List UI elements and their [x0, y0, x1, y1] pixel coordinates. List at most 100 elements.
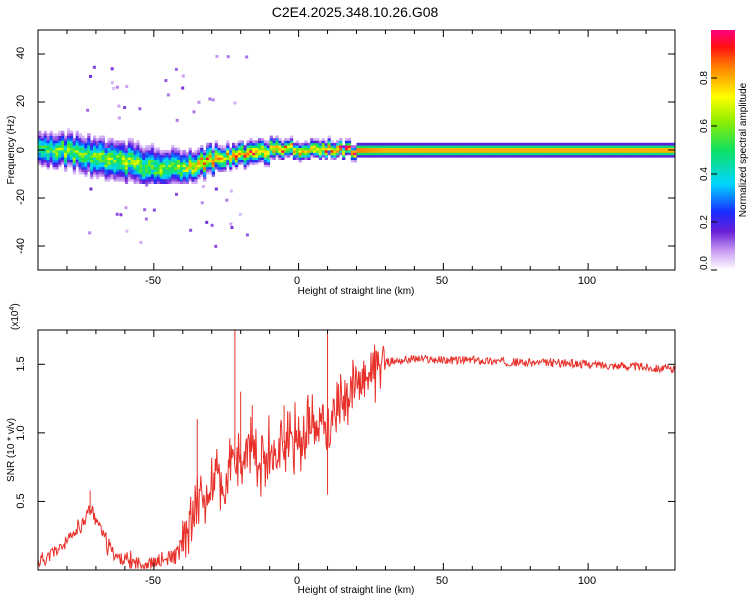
spectrogram-cell — [205, 169, 210, 172]
spectrogram-cell — [370, 142, 375, 146]
spectrogram-cell — [564, 154, 569, 158]
spectrogram-cell — [136, 178, 140, 182]
spectrogram-speckle — [125, 229, 129, 233]
spectrogram-cell — [440, 150, 444, 153]
spectrogram-cell — [359, 150, 363, 153]
spectrogram-cell — [110, 176, 114, 180]
spectrogram-cell — [127, 178, 132, 182]
spectrogram-cell — [289, 138, 294, 141]
spectrogram-cell — [87, 159, 91, 163]
spectrogram-cell — [353, 150, 357, 153]
spectrogram-cell — [194, 169, 198, 172]
spectrogram-cell — [127, 152, 132, 156]
spectrogram-cell — [127, 138, 132, 141]
spectrogram-cell — [101, 152, 105, 156]
spectrogram-cell — [521, 145, 525, 148]
spectrogram-cell — [90, 142, 94, 146]
spectrogram-cell — [483, 147, 488, 151]
spectrogram-cell — [162, 174, 166, 177]
spectrogram-cell — [614, 142, 618, 146]
spectrogram-cell — [648, 152, 653, 156]
spectrogram-cell — [90, 147, 94, 151]
spectrogram-cell — [289, 150, 294, 153]
spectrogram-cell — [301, 154, 305, 158]
spectrogram-cell — [593, 152, 598, 156]
spectrogram-cell — [567, 152, 572, 156]
spectrogram-cell — [72, 142, 77, 146]
spectrogram-cell — [133, 150, 137, 153]
spectrogram-cell — [78, 166, 82, 170]
spectrogram-cell — [162, 169, 166, 172]
spectrogram-cell — [315, 138, 320, 141]
spectrogram-cell — [61, 142, 65, 146]
spectrogram-cell — [475, 152, 479, 156]
spectrogram-cell — [437, 150, 441, 153]
spectrogram-cell — [640, 150, 644, 153]
spectrogram-cell — [582, 145, 586, 148]
snr-exponent-close: ) — [10, 303, 21, 306]
spectrogram-cell — [605, 145, 609, 148]
spectrogram-cell — [95, 150, 100, 153]
spectrogram-cell — [171, 178, 175, 182]
spectrogram-cell — [356, 145, 360, 148]
spectrogram-cell — [110, 140, 114, 144]
spectrogram-cell — [90, 171, 94, 175]
spectrogram-cell — [295, 147, 299, 151]
spectrogram-cell — [536, 154, 540, 158]
spectrogram-cell — [156, 162, 161, 165]
spectrogram-cell — [449, 142, 453, 146]
spectrogram-cell — [521, 142, 525, 146]
spectrogram-cell — [217, 145, 221, 148]
spectrogram-cell — [287, 154, 291, 158]
spectrogram-cell — [321, 140, 326, 144]
spectrogram-cell — [301, 157, 305, 160]
spectrogram-cell — [165, 181, 169, 184]
spectrogram-cell — [588, 150, 592, 153]
spectrogram-cell — [220, 169, 224, 172]
spectrogram-cell — [231, 154, 236, 158]
spectrogram-cell — [104, 157, 108, 160]
spectrogram-cell — [397, 150, 401, 153]
spectrogram-cell — [156, 154, 161, 158]
spectrogram-cell — [495, 142, 499, 146]
spectrogram-cell — [567, 145, 572, 148]
spectrogram-x-tick-label: -50 — [145, 275, 161, 287]
spectrogram-cell — [611, 147, 615, 151]
spectrogram-cell — [46, 164, 50, 168]
spectrogram-cell — [194, 162, 198, 165]
spectrogram-cell — [495, 152, 499, 156]
snr-y-tick-label: 1.0 — [15, 425, 27, 440]
spectrogram-cell — [672, 154, 675, 158]
spectrogram-cell — [226, 164, 230, 168]
spectrogram-cell — [252, 152, 256, 156]
spectrogram-cell — [171, 176, 175, 180]
spectrogram-cell — [313, 147, 317, 151]
spectrogram-cell — [663, 145, 667, 148]
spectrogram-cell — [72, 162, 77, 165]
spectrogram-cell — [550, 147, 554, 151]
spectrogram-cell — [333, 157, 337, 160]
spectrogram-cell — [472, 152, 476, 156]
spectrogram-cell — [145, 159, 149, 163]
spectrogram-cell — [229, 162, 233, 165]
spectrogram-cell — [628, 150, 632, 153]
spectrogram-speckle — [230, 226, 234, 230]
spectrogram-cell — [362, 154, 366, 158]
spectrogram-cell — [608, 145, 612, 148]
spectrogram-cell — [446, 150, 450, 153]
spectrogram-cell — [124, 154, 129, 158]
spectrogram-cell — [153, 154, 158, 158]
spectrogram-cell — [136, 162, 140, 165]
spectrogram-cell — [153, 176, 158, 180]
spectrogram-cell — [498, 150, 502, 153]
spectrogram-cell — [165, 157, 169, 160]
spectrogram-cell — [197, 150, 201, 153]
spectrogram-cell — [75, 142, 79, 146]
spectrogram-cell — [443, 145, 447, 148]
spectrogram-cell — [179, 166, 184, 170]
spectrogram-cell — [78, 157, 82, 160]
spectrogram-cell — [333, 147, 337, 151]
spectrogram-cell — [530, 152, 534, 156]
spectrogram-cell — [159, 174, 163, 177]
spectrogram-cell — [179, 154, 184, 158]
